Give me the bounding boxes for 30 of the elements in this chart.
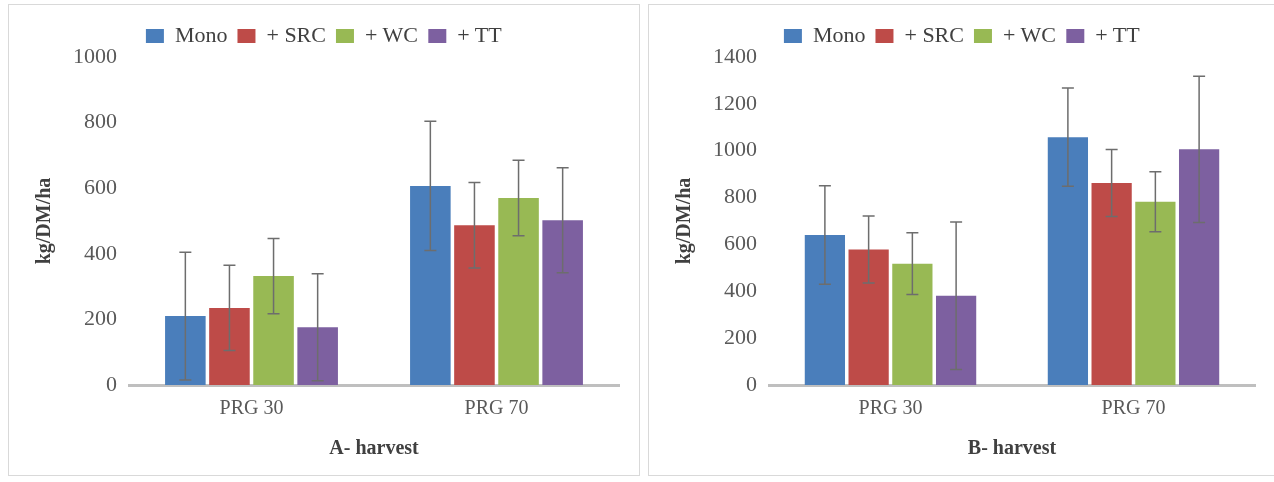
y-tick-label: 800 bbox=[724, 183, 757, 209]
y-tick-label: 1200 bbox=[713, 89, 757, 115]
y-tick-label: 1400 bbox=[713, 42, 757, 68]
legend-label: Mono bbox=[174, 21, 228, 47]
y-tick-label: 600 bbox=[724, 230, 757, 256]
y-tick-label: 1000 bbox=[73, 42, 117, 68]
y-tick-label: 200 bbox=[724, 323, 757, 349]
x-tick-label: PRG 70 bbox=[1101, 396, 1166, 419]
legend-label: + SRC bbox=[904, 21, 964, 47]
y-axis-title: kg/DM/ha bbox=[672, 177, 696, 265]
y-tick-label: 400 bbox=[724, 277, 757, 303]
legend-label: + SRC bbox=[266, 21, 326, 47]
x-tick-label: PRG 70 bbox=[464, 396, 529, 419]
legend-label: + TT bbox=[457, 21, 503, 47]
legend-label: + WC bbox=[1002, 21, 1056, 47]
y-tick-label: 0 bbox=[746, 370, 757, 396]
y-tick-label: 400 bbox=[84, 239, 117, 265]
y-tick-label: 200 bbox=[84, 305, 117, 331]
y-tick-label: 1000 bbox=[713, 136, 757, 162]
y-tick-label: 0 bbox=[106, 370, 117, 396]
legend-label: + WC bbox=[364, 21, 418, 47]
legend-label: Mono bbox=[812, 21, 866, 47]
legend-label: + TT bbox=[1095, 21, 1141, 47]
y-tick-label: 800 bbox=[84, 108, 117, 134]
x-tick-label: PRG 30 bbox=[219, 396, 284, 419]
x-axis-title: A- harvest bbox=[329, 436, 420, 459]
y-tick-label: 600 bbox=[84, 173, 117, 199]
y-axis-title: kg/DM/ha bbox=[32, 177, 56, 265]
x-axis-title: B- harvest bbox=[967, 436, 1057, 459]
x-tick-label: PRG 30 bbox=[858, 396, 923, 419]
